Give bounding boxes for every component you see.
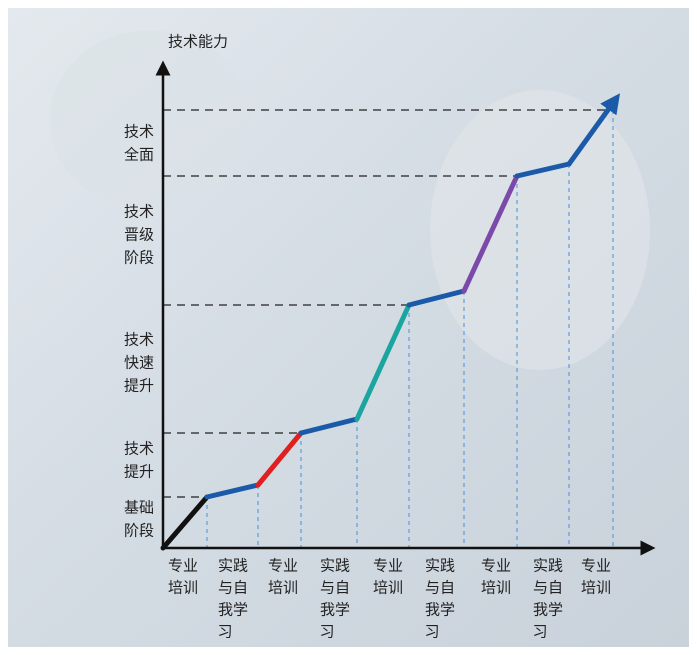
step-label: 实践	[533, 557, 563, 575]
step-label: 我学	[320, 601, 350, 619]
stage-label: 技术	[124, 123, 154, 141]
path-segment	[204, 482, 261, 500]
step-label: 实践	[218, 557, 248, 575]
step-label: 习	[424, 623, 439, 641]
stage-label: 快速	[124, 354, 154, 372]
step-label: 我学	[533, 601, 563, 619]
stage-label: 技术	[124, 331, 154, 349]
step-label: 专业	[581, 557, 611, 575]
stage-label: 技术	[124, 440, 154, 458]
path-segment	[255, 430, 304, 488]
step-label: 与自	[533, 579, 563, 597]
stage-label: 提升	[124, 463, 154, 481]
stage-label: 阶段	[124, 249, 154, 267]
step-label: 习	[319, 623, 334, 641]
step-label: 习	[532, 623, 547, 641]
path-segment	[406, 288, 467, 308]
guides	[163, 109, 614, 548]
step-label: 我学	[218, 601, 248, 619]
step-label: 培训	[168, 579, 198, 597]
step-label: 培训	[373, 579, 403, 597]
step-label: 与自	[320, 579, 350, 597]
path-segment	[461, 173, 520, 294]
step-label: 习	[217, 623, 232, 641]
labels: 技术全面技术晋级阶段技术快速提升技术提升基础阶段专业培训实践与自我学习专业培训实…	[124, 123, 611, 641]
path-segment	[354, 302, 412, 422]
step-label: 专业	[373, 557, 403, 575]
stage-label: 技术	[124, 203, 154, 221]
step-label: 我学	[425, 601, 455, 619]
path-segment	[566, 93, 621, 167]
stage-label: 晋级	[124, 226, 154, 244]
path-segment	[514, 161, 572, 179]
photo-figure	[50, 30, 250, 210]
step-label: 培训	[268, 579, 298, 597]
stage-label: 全面	[124, 146, 154, 164]
stage-label: 提升	[124, 377, 154, 395]
step-label: 与自	[218, 579, 248, 597]
step-label: 实践	[425, 557, 455, 575]
step-label: 与自	[425, 579, 455, 597]
step-label: 培训	[581, 579, 611, 597]
growth-path	[160, 93, 621, 551]
stage-label: 阶段	[124, 522, 154, 540]
step-label: 专业	[268, 557, 298, 575]
axis-title: 技术能力	[168, 33, 228, 51]
photo-figure	[430, 90, 650, 370]
path-segment	[298, 416, 360, 436]
stage-label: 基础	[124, 499, 154, 517]
path-segment	[160, 494, 210, 551]
step-label: 培训	[481, 579, 511, 597]
step-label: 专业	[168, 557, 198, 575]
step-label: 专业	[481, 557, 511, 575]
step-label: 实践	[320, 557, 350, 575]
